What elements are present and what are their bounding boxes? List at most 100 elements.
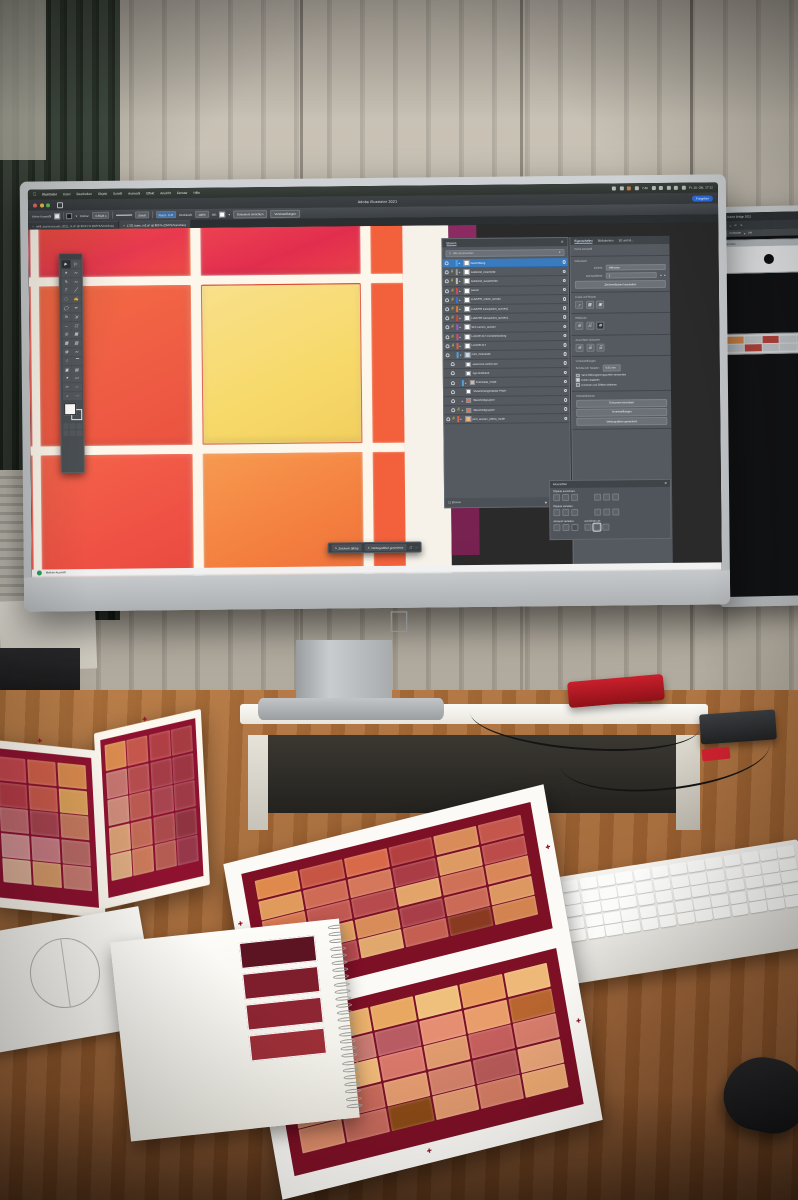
zoom-icon[interactable] (45, 202, 51, 207)
layers-search-input[interactable]: ⚲ Alle durchsuchen ▼ (445, 248, 565, 257)
keyboard-step-row[interactable]: Schritte per Tastatur: 0,01 mm (576, 364, 667, 372)
artboard-tool[interactable]: ▣ (62, 365, 72, 374)
layer-name[interactable]: SFX Lemon_aussen (471, 325, 496, 329)
target-icon[interactable] (562, 306, 567, 310)
distribute-right-icon[interactable] (612, 507, 620, 516)
thumbnail[interactable] (744, 336, 762, 344)
quick-action-document-setup[interactable]: Dokument einrichten (576, 398, 668, 408)
bluetooth-icon[interactable] (666, 185, 671, 190)
filter-icon[interactable]: ▼ (558, 250, 562, 254)
target-icon[interactable] (562, 297, 567, 301)
curvature-tool[interactable]: ∾ (71, 277, 81, 286)
refine-icon[interactable]: ⌂ (729, 223, 732, 228)
thumbnail[interactable] (779, 335, 797, 343)
show-rulers-icon[interactable]: ╭ (575, 300, 584, 309)
key[interactable] (712, 905, 732, 920)
thumbnail-grid[interactable] (725, 333, 798, 354)
color-mode-buttons[interactable] (62, 423, 82, 437)
zoom-tool[interactable]: ⌕ (62, 392, 72, 401)
apple-icon[interactable]:  (33, 191, 36, 197)
layer-name[interactable]: LUXOR 317 microembossing (471, 334, 507, 339)
key[interactable] (579, 876, 598, 890)
layer-name[interactable]: <Zusammengesetzter Pfad> (472, 389, 507, 394)
draw-beta-button[interactable]: ✎ Zeichnen (Beta) (331, 544, 362, 552)
generate-vectors-button[interactable]: ✎ Vektorgrafiken generieren (364, 543, 407, 551)
align-objects-group[interactable]: Objekte ausrichten: (550, 486, 670, 502)
visibility-icon[interactable] (451, 408, 456, 413)
target-icon[interactable] (563, 398, 568, 402)
key[interactable] (584, 913, 604, 927)
align-options-icons[interactable]: ☰ ☰ ☰ (575, 343, 666, 352)
key[interactable] (561, 879, 580, 893)
key[interactable] (676, 911, 696, 925)
visibility-icon[interactable] (444, 279, 449, 284)
lock-icon[interactable]: 🔒 (456, 407, 461, 412)
lock-icon[interactable] (456, 381, 460, 385)
floating-contextual-toolbar[interactable]: ✎ Zeichnen (Beta) ✎ Vektorgrafiken gener… (327, 541, 422, 554)
distribute-bottom-icon[interactable] (571, 508, 579, 516)
lasso-tool[interactable]: ∾ (71, 268, 81, 277)
artboard-select[interactable]: 2 (605, 272, 658, 279)
menu-item-objekt[interactable]: Objekt (94, 191, 107, 196)
key[interactable] (633, 867, 652, 882)
thumbnail[interactable] (762, 335, 780, 344)
chevron-right-icon[interactable]: ▸ (458, 279, 461, 284)
checkbox[interactable] (575, 383, 580, 387)
unit-row[interactable]: Einheit: Millimeter (575, 263, 666, 271)
graphic-style-swatch[interactable] (219, 211, 226, 218)
layer-row[interactable]: 🔒 ▸ print_aussen_yellow_mode (444, 414, 570, 425)
distribute-hcenter-icon[interactable] (603, 508, 611, 516)
layer-name[interactable]: LUMVFR_online_aussen (471, 298, 501, 302)
symbol-sprayer-tool[interactable]: ♢ (62, 356, 72, 366)
pen-tool[interactable]: ✎ (61, 277, 71, 286)
checkbox[interactable] (575, 378, 580, 382)
free-transform-tool[interactable]: ☐ (71, 321, 81, 330)
align-options-section[interactable]: Ausrichten-Optionen ☰ ☰ ☰ (571, 334, 671, 358)
column-graph-tool[interactable]: ▔ (71, 356, 82, 365)
perspective-grid-tool[interactable]: ▦ (71, 330, 81, 339)
panel-menu-icon[interactable]: ☰ (664, 482, 667, 486)
window-controls[interactable] (32, 202, 51, 208)
more-tools-icon[interactable]: ⋯ (72, 392, 82, 401)
key[interactable] (784, 894, 798, 908)
align-top-icon[interactable] (594, 493, 602, 501)
selection-tool[interactable]: ▶ (61, 260, 71, 269)
menu-item-datei[interactable]: Datei (59, 192, 70, 197)
key[interactable] (615, 870, 634, 885)
bridge-screen[interactable]:  Adobe Bridge 2021 ‹ › ⌂ ↶ ↷ Computer ▸… (717, 210, 798, 597)
chevron-down-icon[interactable]: ▾ (75, 213, 78, 218)
hand-tool[interactable]: ☞ (72, 383, 82, 392)
lock-icon[interactable] (457, 399, 461, 403)
key[interactable] (586, 925, 606, 940)
battery-time[interactable]: 7:40 (641, 186, 648, 191)
lock-icon[interactable] (451, 353, 455, 357)
chevron-right-icon[interactable]: ▸ (459, 325, 461, 330)
chevron-right-icon[interactable]: ▸ (464, 380, 467, 385)
menubar-status-area[interactable]: 7:40 Fr. 10. Okt. 17:12 (611, 185, 713, 191)
canvas-area[interactable]: ▶ ▷ ✦ ∾ ✎ ∾ T ╱ □ ✍ ◯ ✏ ↻ (28, 222, 722, 580)
breadcrumb-computer[interactable]: Computer (729, 231, 742, 235)
thumbnail[interactable] (780, 343, 798, 351)
layer-name[interactable]: Goldrand_aussenseite (470, 279, 498, 283)
key[interactable] (654, 889, 674, 904)
align-center-icon[interactable]: ☰ (585, 343, 595, 352)
align-to-artboard-icon[interactable] (592, 522, 602, 532)
chevron-right-icon[interactable]: ▸ (459, 307, 461, 312)
key[interactable] (707, 868, 726, 883)
minimize-icon[interactable] (39, 202, 44, 208)
lock-icon[interactable]: 🔒 (450, 287, 455, 292)
distribute-top-icon[interactable] (553, 508, 561, 516)
layers-list[interactable]: ▸ beschriftung 🔒 ▸ G (442, 257, 570, 425)
key[interactable] (710, 893, 730, 907)
menu-item-fenster[interactable]: Fenster (173, 190, 188, 196)
tab-ebenen[interactable]: Ebenen (446, 240, 457, 246)
lock-icon[interactable] (456, 371, 460, 375)
illustrator-window[interactable]:  Illustrator Datei Bearbeiten Objekt Sc… (27, 182, 722, 580)
thumbnail[interactable] (726, 344, 744, 352)
none-button[interactable] (75, 423, 82, 430)
lock-icon[interactable]: 🔒 (450, 306, 455, 311)
key[interactable] (620, 907, 640, 922)
key[interactable] (748, 900, 768, 914)
search-icon[interactable] (673, 185, 678, 190)
key[interactable] (640, 917, 660, 931)
